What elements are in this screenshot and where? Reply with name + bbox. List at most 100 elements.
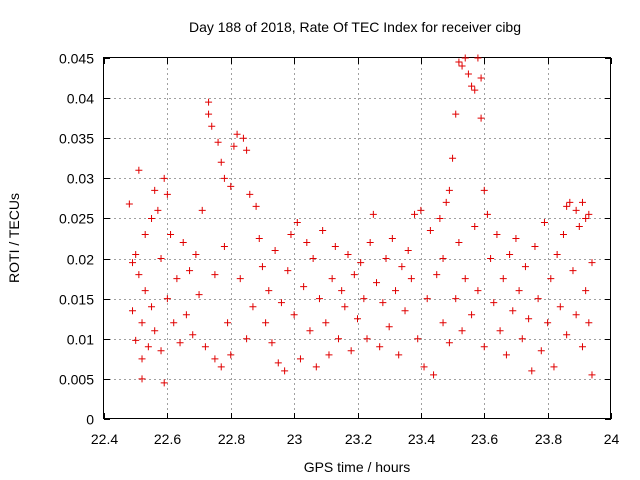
data-point — [585, 210, 593, 218]
data-point — [129, 307, 137, 315]
data-point — [125, 200, 133, 208]
data-point — [436, 214, 444, 222]
y-tick-label: 0.035 — [59, 131, 94, 147]
data-point — [471, 222, 479, 230]
x-tick-label: 23.2 — [345, 431, 372, 447]
data-point — [483, 210, 491, 218]
data-point — [154, 206, 162, 214]
data-point — [578, 343, 586, 351]
data-point — [521, 263, 529, 271]
data-point — [262, 319, 270, 327]
y-tick-labels: 0 0.005 0.01 0.015 0.02 0.025 0.03 0.035 0.04 0.0… — [59, 51, 94, 428]
data-point — [480, 186, 488, 194]
x-tick-label: 22.4 — [91, 431, 118, 447]
y-tick-label: 0 — [86, 412, 94, 428]
data-point — [502, 351, 510, 359]
data-point — [499, 275, 507, 283]
data-point — [315, 295, 323, 303]
data-point — [306, 327, 314, 335]
axis-ticks — [104, 58, 612, 420]
y-tick-label: 0.015 — [59, 292, 94, 308]
data-point — [563, 331, 571, 339]
data-point — [474, 54, 482, 62]
data-point — [445, 186, 453, 194]
data-point — [312, 363, 320, 371]
data-point — [575, 222, 583, 230]
data-point — [388, 235, 396, 242]
data-point — [201, 343, 209, 351]
data-point — [319, 226, 327, 234]
data-point — [205, 98, 213, 106]
data-point — [525, 315, 533, 323]
data-point — [528, 367, 536, 375]
data-point — [144, 343, 152, 351]
data-point — [531, 243, 539, 251]
data-point — [141, 230, 149, 238]
data-point — [506, 251, 514, 259]
data-point — [163, 190, 171, 198]
data-point — [512, 235, 520, 242]
data-point — [217, 158, 225, 166]
data-point — [496, 327, 504, 335]
data-point — [341, 303, 349, 311]
data-point — [404, 247, 412, 255]
data-point — [477, 114, 485, 122]
data-point — [243, 146, 251, 154]
data-point — [477, 74, 485, 82]
data-point — [160, 174, 168, 182]
y-axis-title: ROTI / TECUs — [6, 193, 22, 283]
data-point — [544, 319, 552, 327]
data-point — [455, 239, 463, 247]
data-point — [357, 259, 365, 267]
data-point — [198, 206, 206, 214]
data-point — [224, 319, 232, 327]
data-point — [572, 311, 580, 319]
data-point — [426, 226, 434, 234]
data-point — [255, 235, 263, 242]
data-point — [563, 202, 571, 210]
data-point — [480, 343, 488, 351]
data-point — [550, 363, 558, 371]
data-point — [439, 319, 447, 327]
data-point — [328, 275, 336, 283]
data-point — [132, 336, 140, 344]
data-point — [455, 58, 463, 66]
data-point — [182, 311, 190, 319]
data-point — [414, 335, 422, 343]
y-tick-label: 0.02 — [67, 252, 94, 268]
data-point — [363, 335, 371, 343]
x-tick-label: 24 — [604, 431, 620, 447]
data-point — [350, 271, 358, 279]
x-tick-label: 22.6 — [154, 431, 181, 447]
data-point — [268, 339, 276, 347]
data-point — [284, 267, 292, 275]
data-point — [420, 363, 428, 371]
data-point — [300, 283, 308, 291]
data-point — [458, 62, 466, 70]
data-point — [474, 287, 482, 295]
data-point — [588, 371, 596, 379]
data-point — [468, 82, 476, 90]
x-tick-label: 23.6 — [471, 431, 498, 447]
data-point — [588, 259, 596, 267]
data-point — [385, 323, 393, 331]
data-point — [303, 239, 311, 247]
data-point — [151, 186, 159, 194]
x-tick-label: 23.8 — [535, 431, 562, 447]
y-tick-label: 0.04 — [67, 91, 94, 107]
data-point — [442, 198, 450, 206]
data-point — [382, 255, 390, 263]
data-point — [271, 247, 279, 255]
data-point — [395, 351, 403, 359]
data-point — [227, 351, 235, 359]
x-axis-title: GPS time / hours — [304, 459, 411, 475]
data-point — [233, 130, 241, 138]
y-tick-label: 0.03 — [67, 171, 94, 187]
x-tick-label: 22.8 — [218, 431, 245, 447]
data-point — [578, 198, 586, 206]
data-point — [423, 295, 431, 303]
data-point — [189, 331, 197, 339]
data-point — [205, 110, 213, 118]
data-point — [281, 367, 289, 375]
